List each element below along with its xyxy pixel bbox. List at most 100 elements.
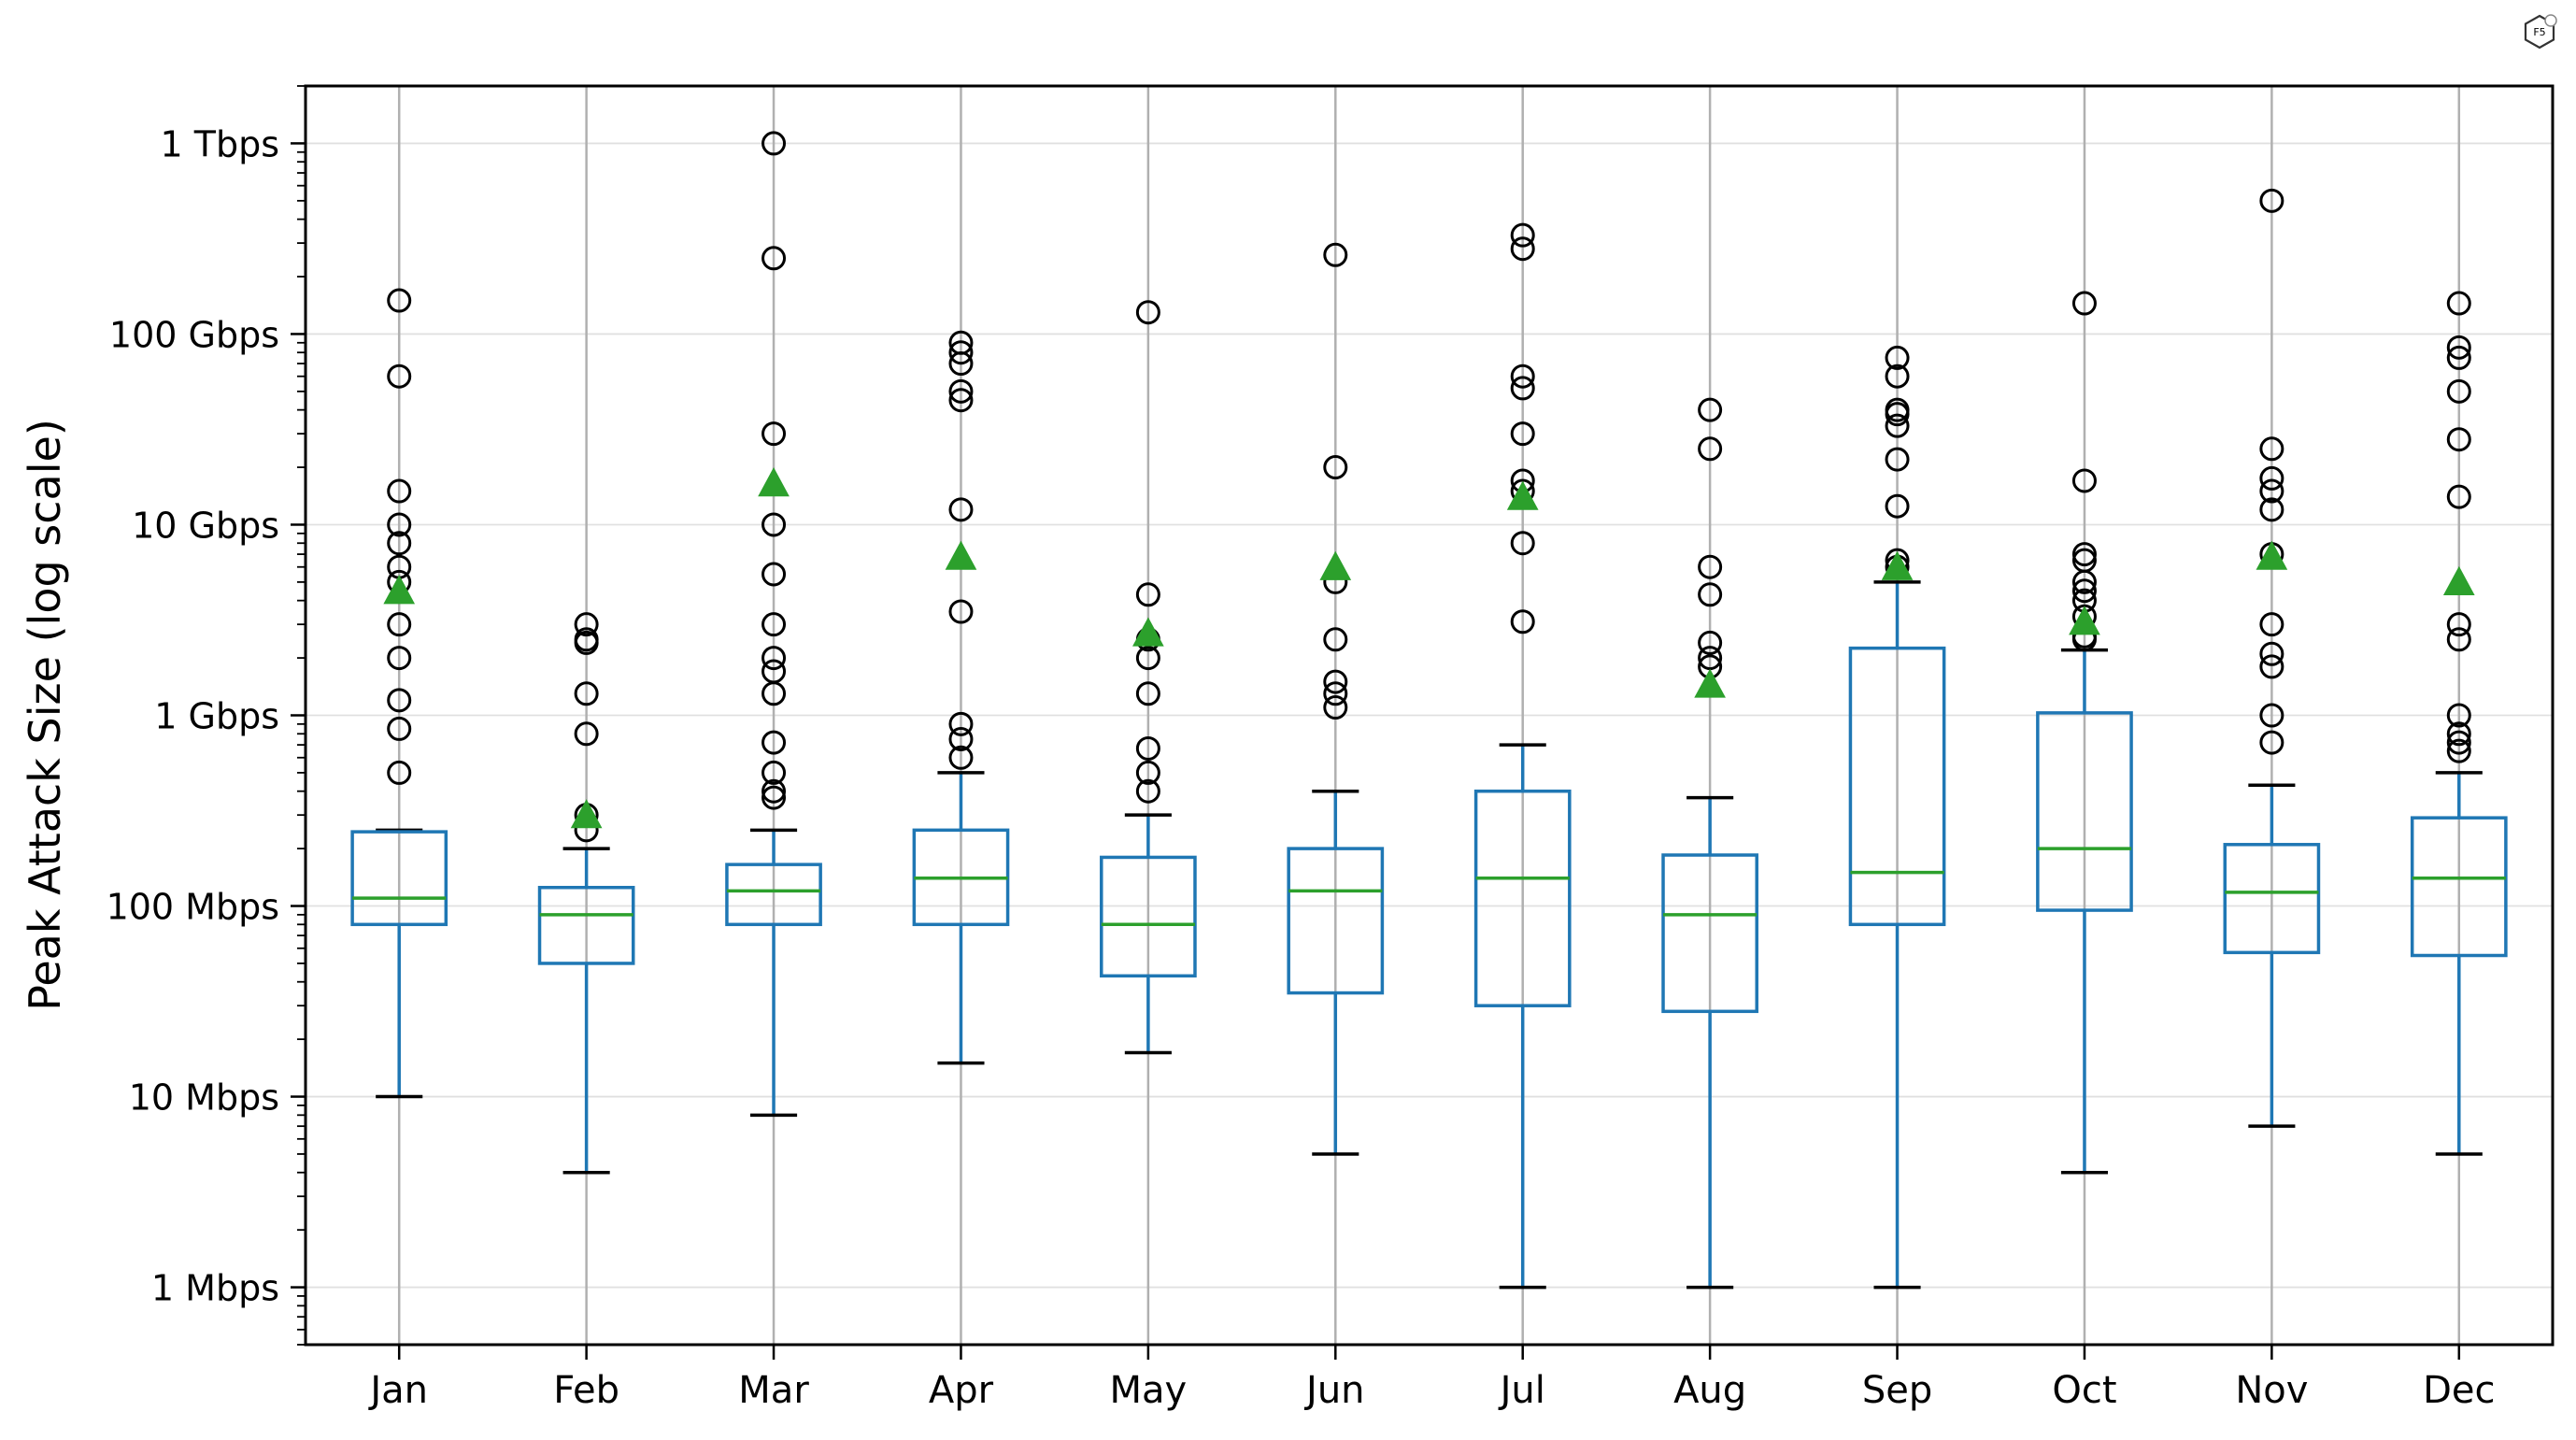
outlier-point — [2259, 465, 2284, 491]
y-tick-label: 1 Mbps — [151, 1268, 279, 1309]
outlier-point — [1323, 455, 1348, 480]
outlier-point — [2259, 436, 2284, 462]
outlier-point — [387, 531, 412, 556]
mean-marker — [2069, 606, 2100, 635]
outlier-point — [761, 760, 787, 785]
outlier-point — [1510, 421, 1535, 447]
outlier-point — [948, 711, 974, 736]
outlier-point — [1323, 627, 1348, 652]
outlier-point — [2259, 188, 2284, 213]
outlier-point — [2446, 427, 2471, 452]
outlier-point — [574, 721, 599, 747]
y-axis-label: Peak Attack Size (log scale) — [20, 419, 70, 1011]
outlier-point — [1135, 735, 1160, 761]
box-mar — [725, 131, 822, 1118]
outlier-point — [1510, 236, 1535, 262]
box-plots — [350, 131, 2508, 1290]
outlier-point — [1885, 402, 1910, 427]
outlier-point — [574, 681, 599, 706]
y-tick-label: 1 Tbps — [160, 123, 279, 164]
outlier-point — [2446, 335, 2471, 360]
outlier-point — [2446, 721, 2471, 747]
y-tick-label: 1 Gbps — [154, 696, 279, 737]
outlier-point — [2259, 654, 2284, 679]
outlier-point — [1885, 364, 1910, 389]
outlier-point — [1885, 345, 1910, 370]
y-tick-label: 100 Mbps — [107, 887, 279, 928]
x-tick-label: Dec — [2423, 1369, 2495, 1412]
box-iqr — [2410, 816, 2508, 958]
x-tick-label: May — [1110, 1369, 1188, 1412]
outlier-point — [2071, 578, 2097, 604]
outlier-point — [1323, 695, 1348, 720]
outlier-point — [1323, 669, 1348, 694]
x-tick-label: Apr — [929, 1369, 994, 1412]
mean-marker — [1506, 480, 1539, 510]
outlier-point — [948, 378, 974, 404]
outlier-point — [2259, 730, 2284, 755]
outlier-point — [761, 785, 787, 810]
outlier-point — [387, 288, 412, 313]
outlier-point — [1510, 609, 1535, 634]
outlier-point — [761, 131, 787, 156]
outlier-point — [948, 340, 974, 365]
outlier-point — [1510, 376, 1535, 401]
box-iqr — [1473, 789, 1572, 1007]
outlier-point — [761, 612, 787, 637]
outlier-point — [1135, 582, 1160, 607]
outlier-point — [2446, 738, 2471, 763]
mean-marker — [1881, 550, 1914, 580]
box-iqr — [1848, 646, 1946, 927]
outlier-point — [2259, 703, 2284, 728]
box-aug — [1661, 397, 1758, 1290]
box-iqr — [1100, 855, 1197, 978]
outlier-point — [2259, 612, 2284, 637]
outlier-point — [1510, 222, 1535, 248]
logo-text: F5 — [2533, 26, 2545, 38]
outlier-point — [761, 512, 787, 537]
outlier-point — [2446, 612, 2471, 637]
outlier-point — [948, 497, 974, 522]
x-tick-label: Feb — [553, 1369, 619, 1412]
outlier-point — [761, 646, 787, 671]
box-may — [1100, 300, 1197, 1055]
outlier-point — [1698, 554, 1723, 579]
mean-marker — [1132, 617, 1164, 647]
outlier-point — [1698, 630, 1723, 655]
box-oct — [2036, 291, 2133, 1175]
outlier-point — [761, 246, 787, 271]
outlier-point — [761, 730, 787, 755]
outlier-point — [2446, 627, 2471, 652]
outlier-point — [2071, 542, 2097, 567]
x-tick-label: Jun — [1303, 1369, 1365, 1412]
outlier-point — [948, 599, 974, 624]
box-dec — [2410, 291, 2508, 1156]
f5-hexagon-logo: F5 — [2524, 14, 2557, 50]
outlier-point — [1323, 242, 1348, 267]
box-iqr — [537, 886, 635, 965]
outlier-point — [387, 716, 412, 741]
outlier-point — [2259, 478, 2284, 504]
box-iqr — [1287, 847, 1385, 995]
mean-marker — [383, 575, 416, 605]
outlier-point — [2446, 703, 2471, 728]
outlier-point — [1510, 531, 1535, 556]
y-axis: 1 Mbps 10 Mbps 100 Mbps 1 Gbps 10 Gbps 100 Gb… — [107, 85, 306, 1346]
outlier-point — [1135, 300, 1160, 325]
outlier-point — [574, 630, 599, 655]
y-tick-label: 10 Gbps — [132, 505, 279, 546]
outlier-point — [1510, 364, 1535, 389]
outlier-point — [1698, 436, 1723, 462]
outlier-point — [387, 646, 412, 671]
box-nov — [2223, 188, 2321, 1128]
outlier-point — [2446, 291, 2471, 316]
box-sep — [1848, 345, 1946, 1290]
box-iqr — [2036, 711, 2133, 912]
outlier-point — [2071, 569, 2097, 594]
box-iqr — [1661, 853, 1758, 1014]
box-jan — [350, 288, 448, 1099]
outlier-point — [2446, 484, 2471, 509]
outlier-point — [2259, 497, 2284, 522]
box-iqr — [350, 830, 448, 927]
